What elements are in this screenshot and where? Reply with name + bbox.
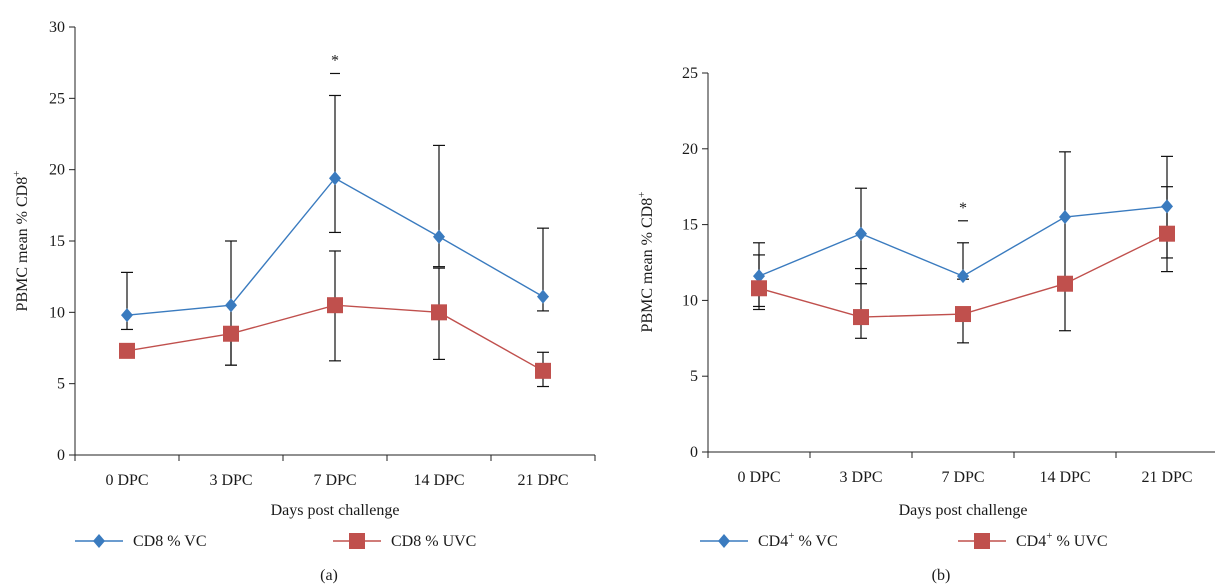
legend-text-superscript: +	[788, 530, 794, 542]
legend-text-rest: % VC	[794, 533, 837, 550]
x-tick-label: 21 DPC	[1141, 469, 1192, 486]
data-point-square	[119, 342, 135, 359]
data-point-diamond	[753, 269, 765, 284]
data-point-diamond	[855, 226, 867, 241]
data-point-diamond	[121, 308, 133, 323]
y-tick-label: 20	[49, 162, 65, 179]
y-axis-title-text: PBMC mean % CD8	[14, 177, 31, 312]
legend-text-base: CD8	[391, 533, 421, 550]
y-axis-title-superscript: +	[636, 192, 648, 198]
x-tick-label: 14 DPC	[413, 472, 464, 489]
y-tick-label: 5	[57, 376, 65, 393]
x-axis-title: Days post challenge	[271, 502, 400, 519]
data-point-square	[327, 297, 343, 314]
legend-text-base: CD4	[1016, 533, 1046, 550]
data-point-square	[751, 280, 767, 297]
y-tick-label: 25	[682, 65, 698, 82]
y-tick-label: 5	[690, 368, 698, 385]
legend-marker-diamond	[718, 534, 730, 548]
data-point-diamond	[957, 269, 969, 284]
legend-entry: CD8 % VC	[133, 533, 207, 550]
y-axis-title-superscript: +	[11, 171, 23, 177]
legend-text-rest: % VC	[163, 533, 206, 550]
data-point-square	[535, 362, 551, 379]
legend-marker-diamond	[93, 534, 105, 548]
x-tick-label: 0 DPC	[737, 469, 780, 486]
panel-label: (a)	[320, 567, 338, 584]
legend-marker-square	[974, 533, 990, 549]
legend-text-rest: % UVC	[421, 533, 476, 550]
x-tick-label: 7 DPC	[313, 472, 356, 489]
y-tick-label: 20	[682, 141, 698, 158]
data-point-square	[223, 325, 239, 342]
y-tick-label: 15	[49, 233, 65, 250]
legend-text-base: CD8	[133, 533, 163, 550]
data-point-diamond	[433, 229, 445, 244]
legend-entry: CD8 % UVC	[391, 533, 476, 550]
x-tick-label: 3 DPC	[209, 472, 252, 489]
data-point-diamond	[329, 171, 341, 186]
y-tick-label: 0	[690, 444, 698, 461]
x-tick-label: 3 DPC	[839, 469, 882, 486]
chart-panel-a: 0 5 10 15 20 25 30 0 DPC 3 DPC 7 DPC 14 DPC 21 DPC D…	[11, 19, 596, 584]
legend-text-superscript: +	[1046, 530, 1052, 542]
data-point-square	[1159, 225, 1175, 242]
legend-text-base: CD4	[758, 533, 788, 550]
legend-entry: CD4+ % UVC	[1016, 530, 1108, 550]
data-point-diamond	[1161, 199, 1173, 214]
chart-panel-b: 0 5 10 15 20 25 0 DPC 3 DPC 7 DPC 14 DPC 21 DPC Day…	[636, 65, 1215, 584]
y-axis-title-text: PBMC mean % CD8	[639, 198, 656, 333]
x-tick-label: 0 DPC	[105, 472, 148, 489]
data-point-square	[853, 309, 869, 326]
data-point-square	[431, 304, 447, 321]
x-axis-title: Days post challenge	[899, 502, 1028, 519]
y-axis-title: PBMC mean % CD8+	[636, 192, 656, 333]
x-tick-label: 21 DPC	[517, 472, 568, 489]
y-tick-label: 30	[49, 19, 65, 36]
y-tick-label: 10	[682, 292, 698, 309]
x-tick-label: 14 DPC	[1039, 469, 1090, 486]
data-point-square	[955, 306, 971, 323]
y-tick-label: 10	[49, 304, 65, 321]
y-tick-label: 15	[682, 217, 698, 234]
data-point-diamond	[225, 298, 237, 313]
y-tick-label: 25	[49, 90, 65, 107]
panel-label: (b)	[932, 567, 951, 584]
legend-marker-square	[349, 533, 365, 549]
data-point-diamond	[1059, 210, 1071, 225]
y-tick-label: 0	[57, 447, 65, 464]
data-point-diamond	[537, 289, 549, 304]
significance-star: *	[331, 52, 339, 69]
significance-star: *	[959, 200, 967, 217]
data-point-square	[1057, 275, 1073, 292]
y-axis-title: PBMC mean % CD8+	[11, 171, 31, 312]
legend-text-rest: % UVC	[1052, 533, 1107, 550]
legend-entry: CD4+ % VC	[758, 530, 838, 550]
x-tick-label: 7 DPC	[941, 469, 984, 486]
